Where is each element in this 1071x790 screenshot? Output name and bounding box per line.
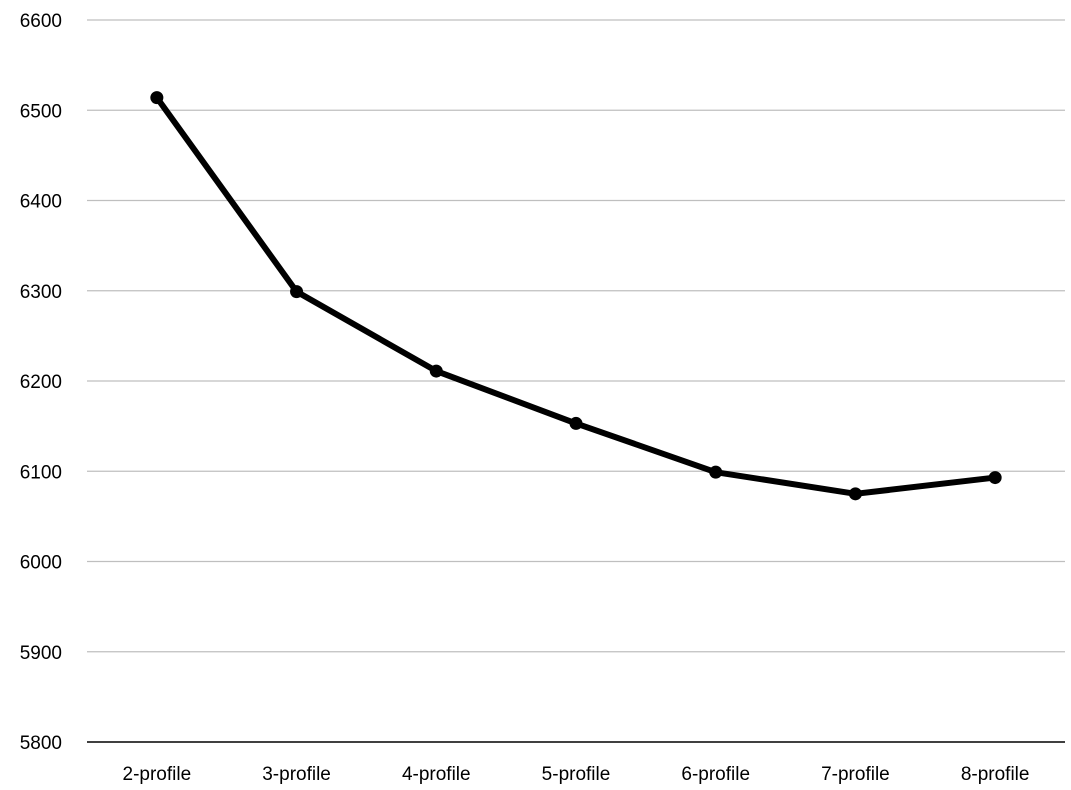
y-tick-label: 5800 [20,733,62,754]
y-tick-label: 6300 [20,282,62,303]
data-point [709,465,723,479]
data-point [848,487,862,501]
x-tick-label: 3-profile [262,764,331,785]
x-tick-label: 7-profile [821,764,890,785]
x-tick-label: 4-profile [402,764,471,785]
y-tick-label: 6000 [20,553,62,574]
data-point [290,285,304,299]
y-tick-label: 5900 [20,643,62,664]
data-point [429,364,443,378]
gridlines [87,19,1065,653]
y-tick-label: 6400 [20,192,62,213]
x-tick-label: 6-profile [681,764,750,785]
data-point [569,416,583,430]
x-tick-label: 5-profile [542,764,611,785]
data-point [150,91,164,105]
data-point [988,471,1002,485]
y-tick-label: 6100 [20,462,62,483]
x-tick-label: 2-profile [123,764,192,785]
y-tick-labels: 5800 5900 6000 6100 6200 6300 6400 6500 6600 [20,11,62,754]
x-tick-labels: 2-profile 3-profile 4-profile 5-profile 6-pr… [123,764,1030,785]
series [150,91,1002,501]
y-tick-label: 6600 [20,11,62,32]
series-line [153,94,999,497]
x-tick-label: 8-profile [961,764,1030,785]
y-tick-label: 6500 [20,101,62,122]
y-tick-label: 6200 [20,372,62,393]
